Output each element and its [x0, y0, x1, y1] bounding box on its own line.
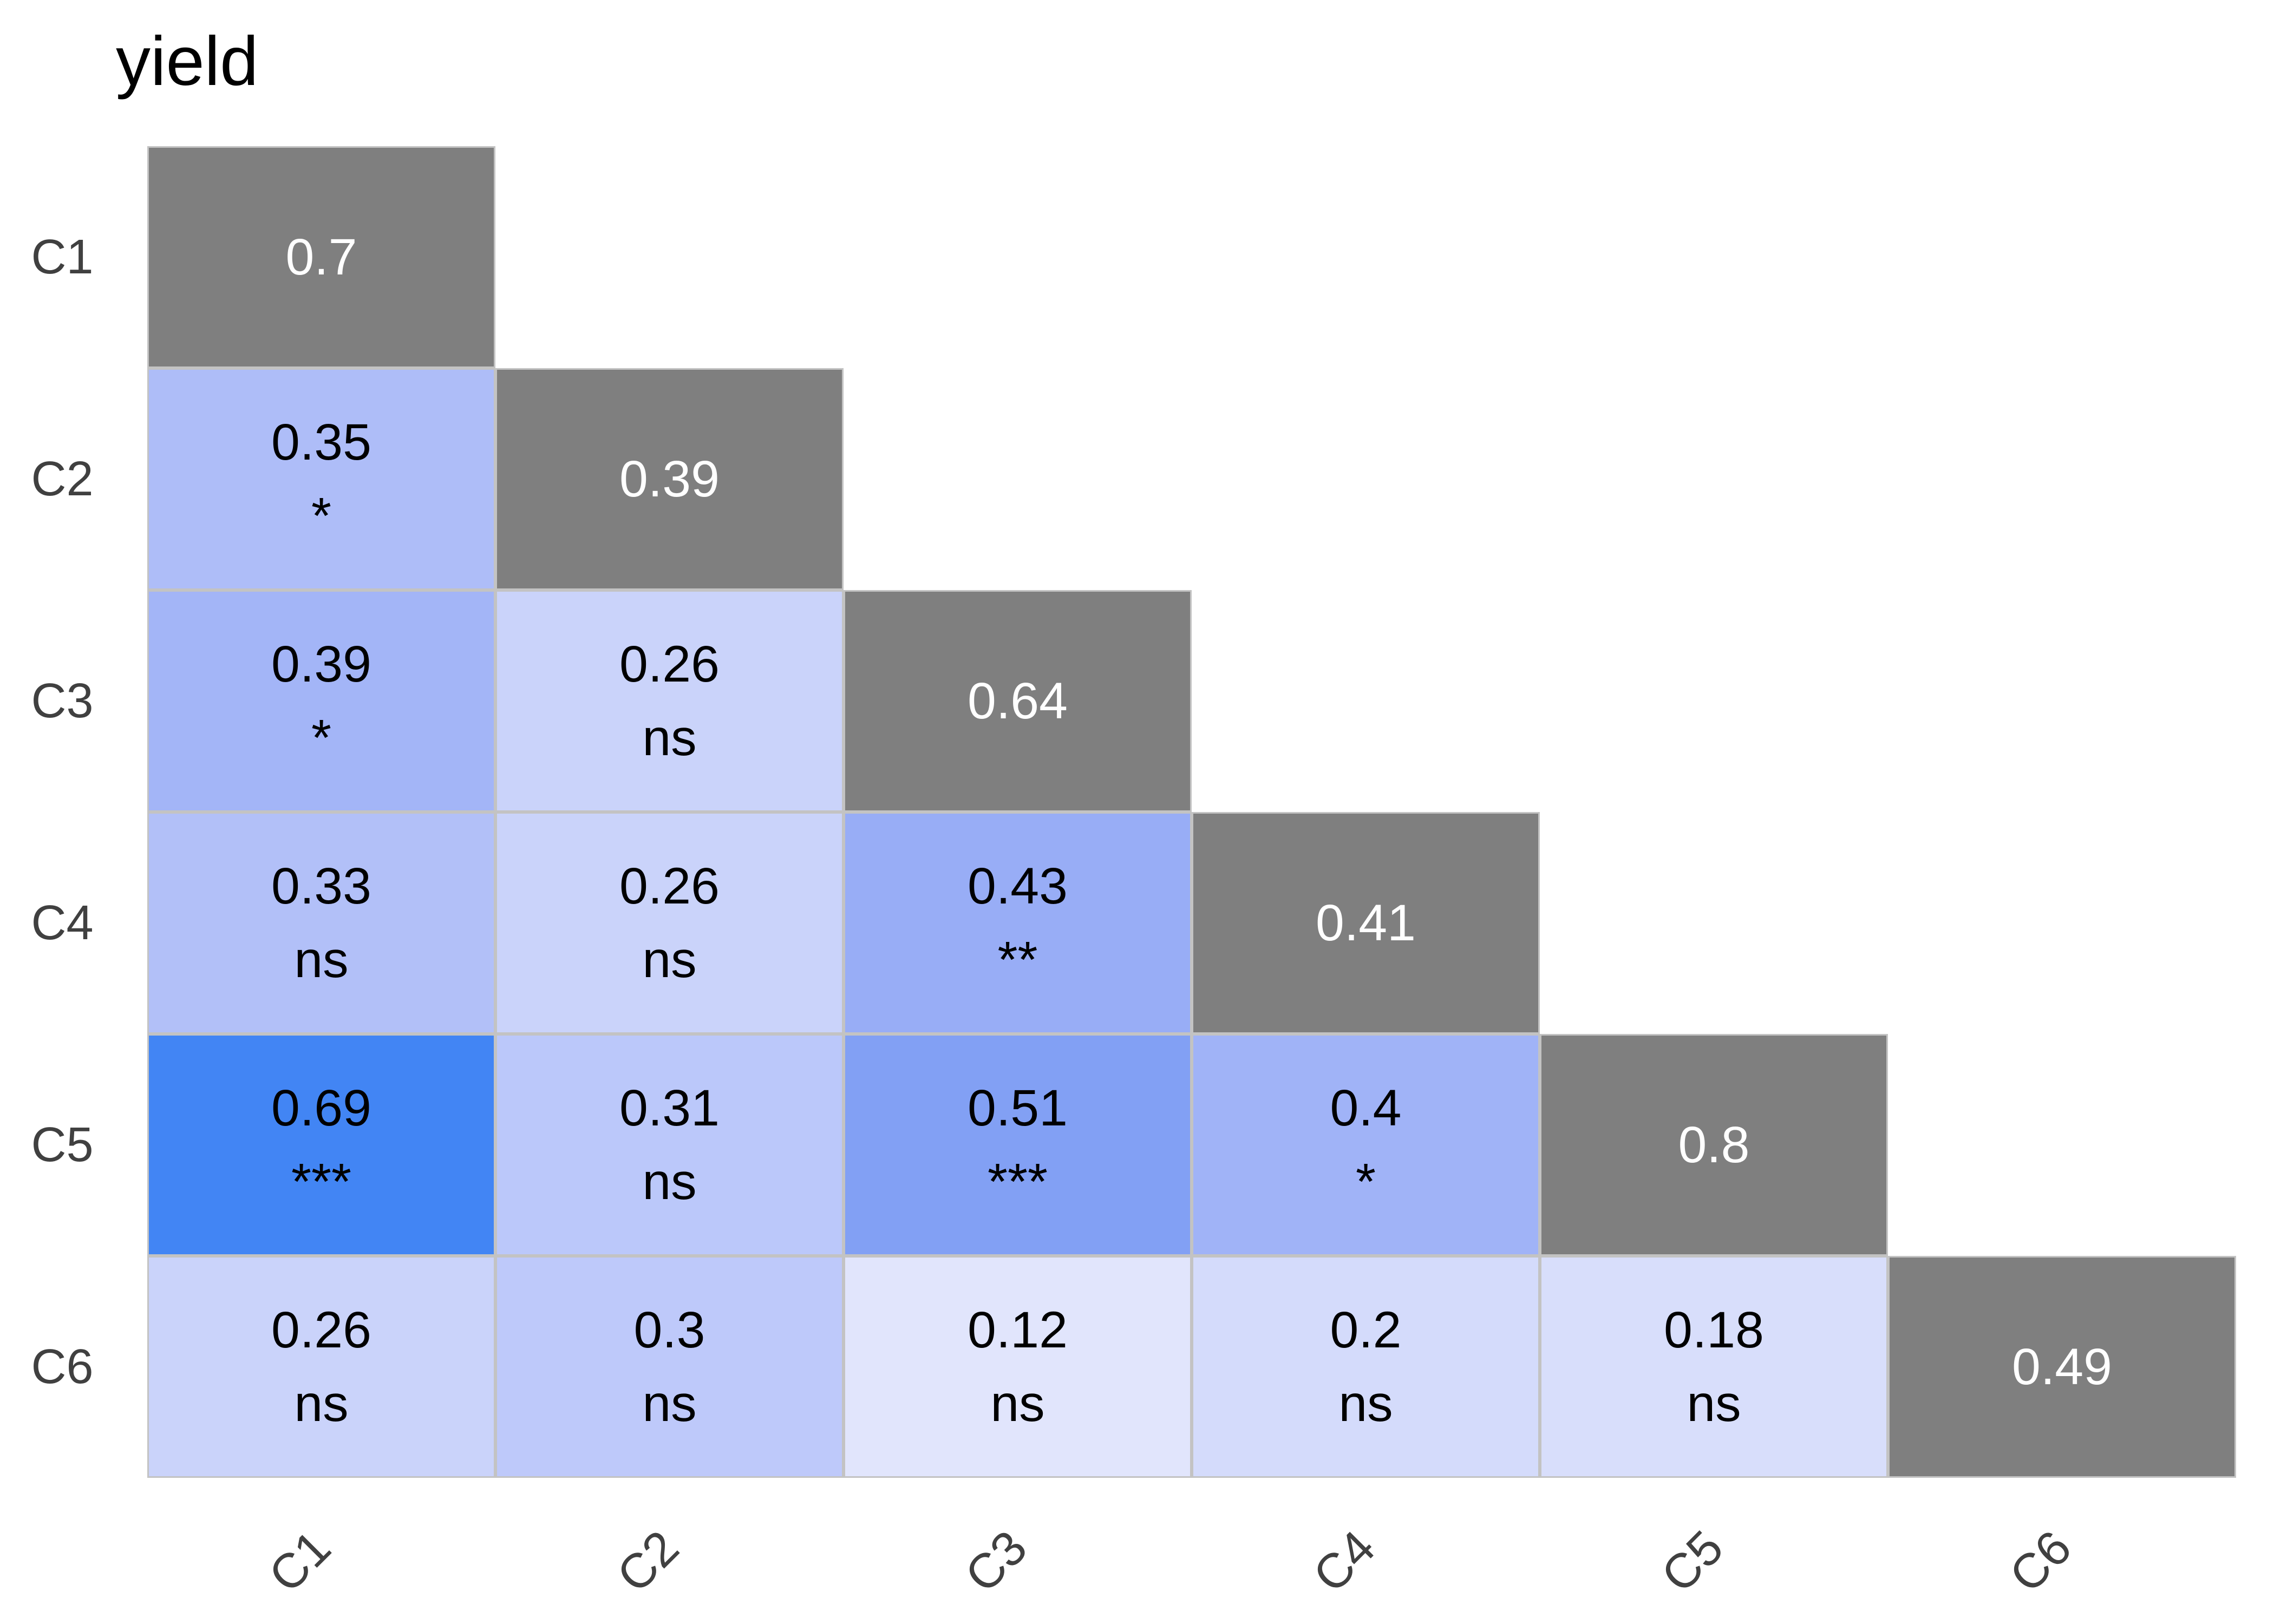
matrix-cell-C6-C4: 0.2 ns — [1192, 1256, 1540, 1478]
matrix-cell-C6-C5: 0.18 ns — [1540, 1256, 1888, 1478]
cell-significance: * — [311, 487, 331, 545]
cell-value: 0.64 — [968, 672, 1068, 730]
cell-significance: *** — [988, 1153, 1048, 1210]
cell-value: 0.41 — [1316, 894, 1416, 952]
col-label-C1: C1 — [258, 1520, 341, 1603]
matrix-cell-C1-C1: 0.7 — [147, 146, 495, 368]
cell-value: 0.12 — [968, 1301, 1068, 1359]
cell-value: 0.31 — [619, 1079, 720, 1137]
row-label-C2: C2 — [31, 452, 94, 506]
matrix-cell-C6-C3: 0.12 ns — [844, 1256, 1192, 1478]
cell-significance: ** — [997, 931, 1038, 988]
matrix-cell-C2-C1: 0.35 * — [147, 368, 495, 590]
matrix-cell-C3-C3: 0.64 — [844, 590, 1192, 812]
matrix-cell-C4-C2: 0.26 ns — [495, 812, 844, 1034]
cell-significance: ns — [990, 1375, 1045, 1432]
cell-value: 0.51 — [968, 1079, 1068, 1137]
cell-value: 0.18 — [1664, 1301, 1764, 1359]
cell-significance: ns — [642, 709, 697, 767]
cell-significance: ns — [642, 1375, 697, 1432]
cell-value: 0.26 — [271, 1301, 371, 1359]
cell-significance: * — [1356, 1153, 1376, 1210]
matrix-cell-C5-C2: 0.31 ns — [495, 1034, 844, 1256]
cell-value: 0.2 — [1330, 1301, 1402, 1359]
matrix-cell-C5-C1: 0.69 *** — [147, 1034, 495, 1256]
cell-significance: ns — [294, 931, 349, 988]
cell-value: 0.4 — [1330, 1079, 1402, 1137]
cell-significance: ns — [1687, 1375, 1741, 1432]
matrix-cell-C6-C6: 0.49 — [1888, 1256, 2236, 1478]
cell-value: 0.49 — [2012, 1338, 2112, 1396]
cell-value: 0.69 — [271, 1079, 371, 1137]
cell-significance: ns — [1338, 1375, 1393, 1432]
cell-value: 0.39 — [271, 636, 371, 693]
cell-significance: ns — [642, 1153, 697, 1210]
matrix-cell-C3-C1: 0.39 * — [147, 590, 495, 812]
col-label-C6: C6 — [1999, 1520, 2082, 1603]
cell-value: 0.8 — [1678, 1116, 1750, 1174]
cell-value: 0.33 — [271, 857, 371, 915]
cell-significance: *** — [291, 1153, 351, 1210]
row-label-C5: C5 — [31, 1118, 94, 1172]
row-label-C3: C3 — [31, 674, 94, 728]
matrix-cell-C4-C1: 0.33 ns — [147, 812, 495, 1034]
matrix-cell-C3-C2: 0.26 ns — [495, 590, 844, 812]
matrix-cell-C4-C3: 0.43 ** — [844, 812, 1192, 1034]
col-label-C5: C5 — [1651, 1520, 1734, 1603]
cell-value: 0.39 — [619, 450, 720, 508]
cell-value: 0.26 — [619, 857, 720, 915]
row-label-C1: C1 — [31, 230, 94, 284]
matrix-cell-C2-C2: 0.39 — [495, 368, 844, 590]
cell-significance: ns — [642, 931, 697, 988]
row-label-C4: C4 — [31, 896, 94, 950]
matrix-cell-C5-C5: 0.8 — [1540, 1034, 1888, 1256]
cell-value: 0.43 — [968, 857, 1068, 915]
row-label-C6: C6 — [31, 1340, 94, 1394]
cell-significance: * — [311, 709, 331, 767]
matrix-cell-C5-C4: 0.4 * — [1192, 1034, 1540, 1256]
matrix-cell-C6-C2: 0.3 ns — [495, 1256, 844, 1478]
cell-value: 0.35 — [271, 414, 371, 471]
col-label-C2: C2 — [606, 1520, 689, 1603]
cell-value: 0.7 — [285, 228, 357, 286]
matrix-cell-C5-C3: 0.51 *** — [844, 1034, 1192, 1256]
cell-significance: ns — [294, 1375, 349, 1432]
chart-title: yield — [116, 23, 259, 100]
col-label-C4: C4 — [1303, 1520, 1386, 1603]
matrix-cell-C6-C1: 0.26 ns — [147, 1256, 495, 1478]
col-label-C3: C3 — [955, 1520, 1037, 1603]
cell-value: 0.26 — [619, 636, 720, 693]
matrix-cell-C4-C4: 0.41 — [1192, 812, 1540, 1034]
cell-value: 0.3 — [633, 1301, 705, 1359]
